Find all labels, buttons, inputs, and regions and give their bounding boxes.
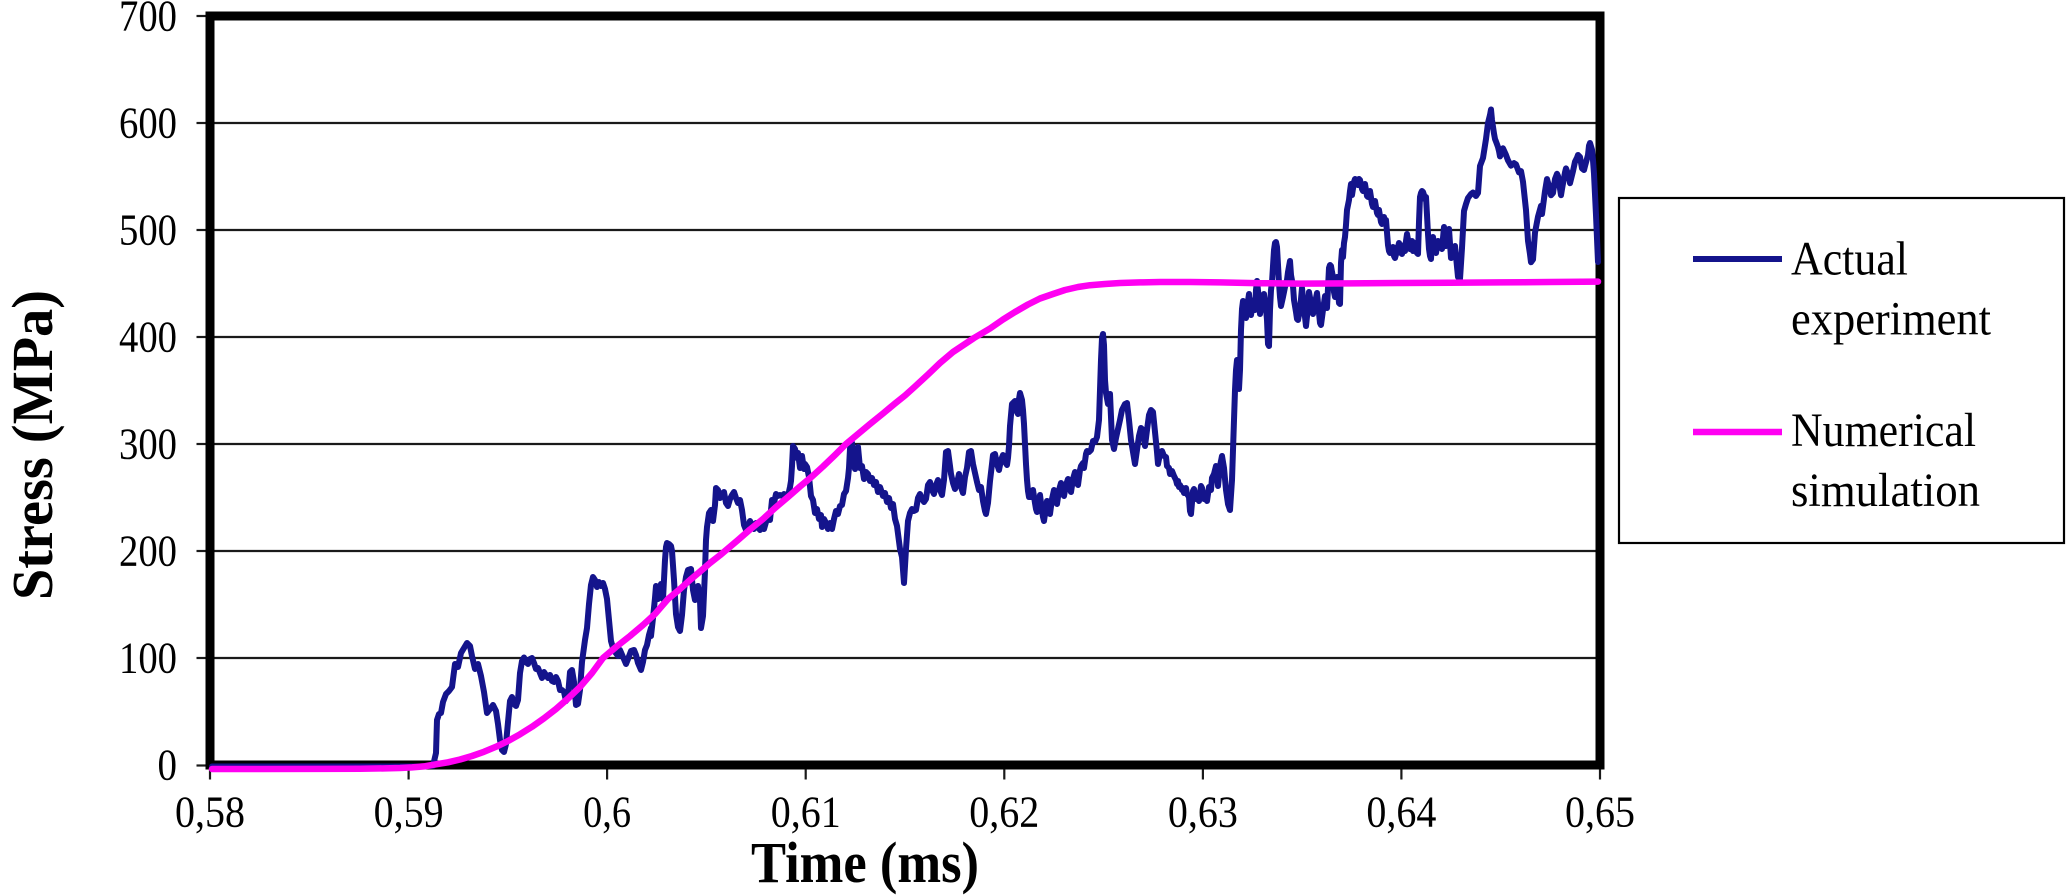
svg-text:0,59: 0,59: [374, 788, 444, 837]
svg-text:0: 0: [158, 741, 178, 790]
svg-text:400: 400: [119, 313, 177, 362]
svg-text:Actual: Actual: [1791, 232, 1908, 285]
svg-text:500: 500: [119, 206, 177, 255]
svg-text:600: 600: [119, 99, 177, 148]
svg-text:0,61: 0,61: [771, 788, 841, 837]
svg-text:0,6: 0,6: [583, 788, 631, 837]
svg-text:0,63: 0,63: [1168, 788, 1238, 837]
svg-text:700: 700: [119, 0, 177, 41]
svg-text:200: 200: [119, 527, 177, 576]
svg-text:0,62: 0,62: [969, 788, 1039, 837]
svg-text:0,58: 0,58: [175, 788, 245, 837]
svg-text:Numerical: Numerical: [1791, 404, 1976, 457]
svg-text:Stress (MPa): Stress (MPa): [0, 290, 65, 600]
svg-text:Time (ms): Time (ms): [751, 830, 979, 895]
svg-text:0,65: 0,65: [1565, 788, 1635, 837]
svg-text:300: 300: [119, 420, 177, 469]
svg-text:100: 100: [119, 634, 177, 683]
svg-text:simulation: simulation: [1791, 464, 1980, 517]
svg-text:experiment: experiment: [1791, 293, 1992, 346]
svg-text:0,64: 0,64: [1366, 788, 1436, 837]
